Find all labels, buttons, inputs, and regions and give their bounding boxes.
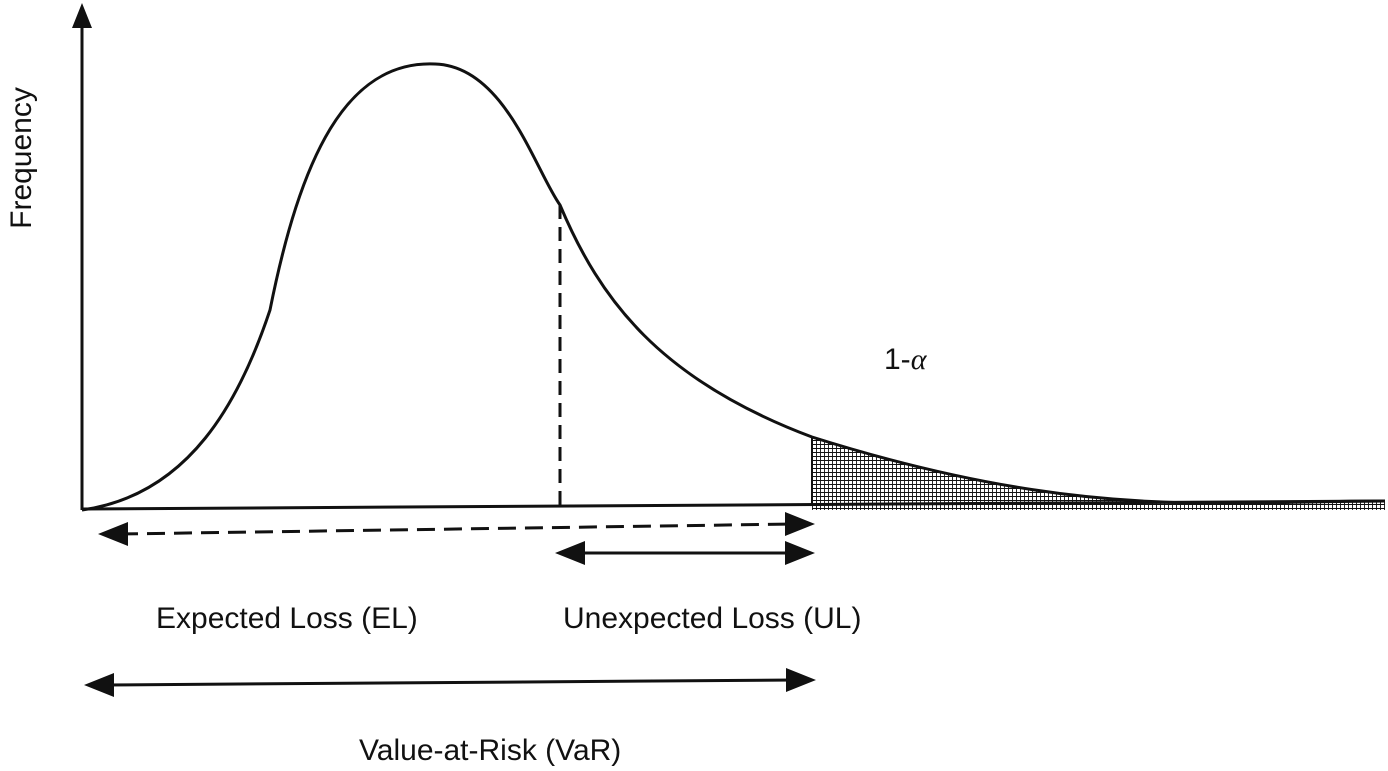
unexpected-loss-arrow (555, 541, 815, 565)
unexpected-loss-label: Unexpected Loss (UL) (563, 602, 861, 635)
tail-region (812, 437, 1385, 510)
tail-probability-label: 1-α (884, 343, 928, 376)
y-axis-label: Frequency (5, 87, 38, 229)
value-at-risk-arrow (84, 668, 816, 697)
expected-loss-arrow (98, 512, 815, 546)
expected-loss-label: Expected Loss (EL) (156, 602, 418, 635)
value-at-risk-label: Value-at-Risk (VaR) (359, 734, 621, 767)
y-axis-arrowhead (72, 3, 92, 28)
loss-distribution-curve (81, 62, 1386, 512)
